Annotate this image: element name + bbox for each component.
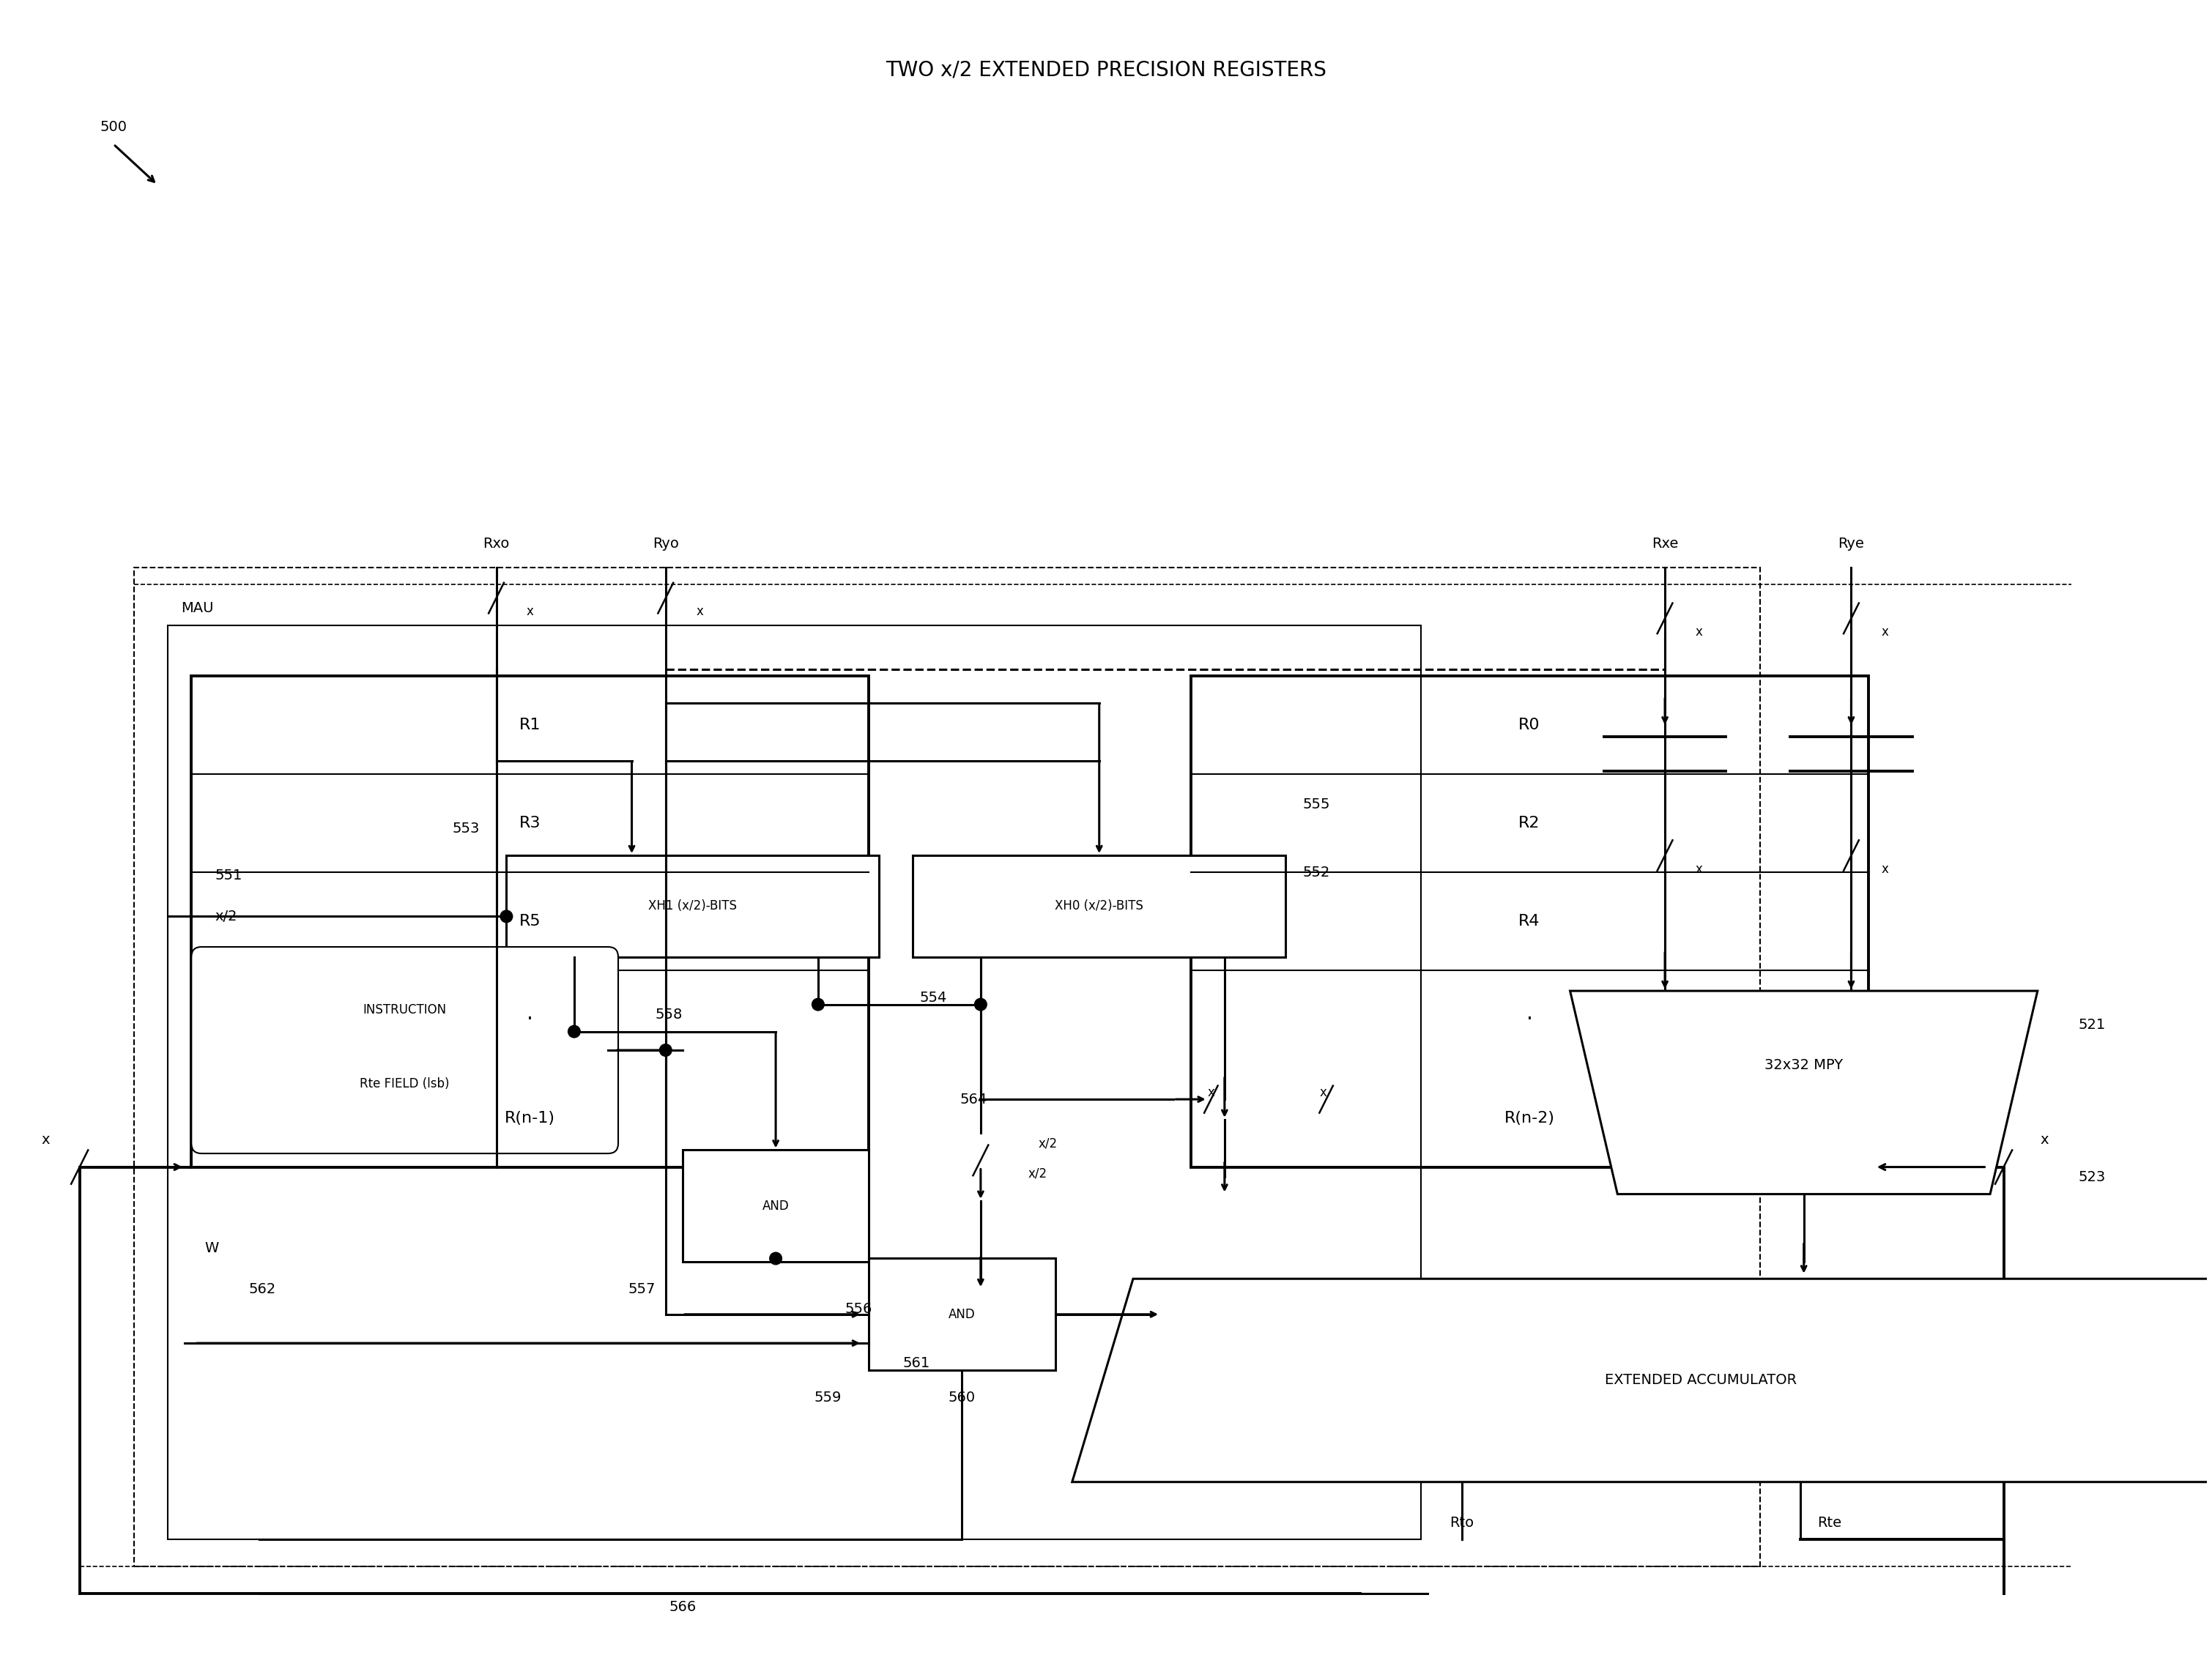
- Text: 552: 552: [1303, 865, 1329, 879]
- Text: x/2: x/2: [1029, 1167, 1046, 1181]
- Text: R0: R0: [1520, 718, 1540, 733]
- Text: AND: AND: [763, 1199, 790, 1212]
- Text: R2: R2: [1520, 817, 1540, 830]
- Text: Rte FIELD (lsb): Rte FIELD (lsb): [361, 1077, 449, 1090]
- Text: 500: 500: [100, 121, 126, 134]
- Text: Ryo: Ryo: [653, 537, 679, 550]
- Text: x: x: [1882, 626, 1889, 639]
- Text: Rxo: Rxo: [482, 537, 509, 550]
- Bar: [168, 626, 1420, 1539]
- Text: 559: 559: [814, 1390, 843, 1404]
- Text: x: x: [526, 605, 533, 619]
- Text: x/2: x/2: [1037, 1137, 1057, 1150]
- Text: 551: 551: [215, 869, 243, 882]
- Circle shape: [659, 1045, 672, 1057]
- Text: x: x: [1318, 1087, 1327, 1098]
- Text: R(n-2): R(n-2): [1504, 1110, 1555, 1125]
- Text: x: x: [1882, 862, 1889, 875]
- Text: 566: 566: [668, 1600, 697, 1615]
- Text: Rye: Rye: [1838, 537, 1865, 550]
- Polygon shape: [1073, 1280, 2212, 1482]
- Text: XH1 (x/2)-BITS: XH1 (x/2)-BITS: [648, 899, 737, 912]
- Text: R3: R3: [520, 817, 542, 830]
- Bar: [192, 676, 869, 1167]
- Text: x: x: [1694, 862, 1703, 875]
- Text: x: x: [2039, 1134, 2048, 1147]
- Text: AND: AND: [949, 1308, 975, 1321]
- Text: TWO x/2 EXTENDED PRECISION REGISTERS: TWO x/2 EXTENDED PRECISION REGISTERS: [885, 59, 1327, 80]
- Bar: [684, 1150, 869, 1261]
- Text: 558: 558: [655, 1008, 684, 1021]
- Bar: [507, 855, 878, 958]
- Text: MAU: MAU: [181, 602, 215, 615]
- Text: 556: 556: [845, 1303, 872, 1316]
- Text: Rte: Rte: [1818, 1516, 1843, 1529]
- Text: x/2: x/2: [215, 909, 237, 924]
- Text: 560: 560: [949, 1390, 975, 1404]
- Circle shape: [500, 911, 513, 922]
- Text: 564: 564: [960, 1092, 987, 1107]
- Text: R(n-1): R(n-1): [504, 1110, 555, 1125]
- Text: R1: R1: [520, 718, 542, 733]
- Circle shape: [975, 998, 987, 1011]
- Circle shape: [568, 1025, 580, 1038]
- Circle shape: [770, 1253, 781, 1264]
- Text: 562: 562: [250, 1281, 276, 1296]
- Text: x: x: [697, 605, 703, 619]
- Text: XH0 (x/2)-BITS: XH0 (x/2)-BITS: [1055, 899, 1144, 912]
- Polygon shape: [1571, 991, 2037, 1194]
- Bar: [869, 1258, 1055, 1370]
- Text: 557: 557: [628, 1281, 655, 1296]
- Text: x: x: [42, 1134, 51, 1147]
- Bar: [1190, 676, 1869, 1167]
- FancyBboxPatch shape: [192, 948, 617, 1154]
- Text: ·: ·: [526, 1010, 533, 1030]
- Text: INSTRUCTION: INSTRUCTION: [363, 1003, 447, 1016]
- Text: R5: R5: [520, 914, 542, 929]
- Text: Rxe: Rxe: [1652, 537, 1679, 550]
- Text: 521: 521: [2079, 1018, 2106, 1031]
- Bar: [133, 567, 1761, 1566]
- Text: W: W: [206, 1241, 219, 1256]
- Text: 553: 553: [451, 822, 480, 835]
- Text: 555: 555: [1303, 798, 1329, 812]
- Bar: [914, 855, 1285, 958]
- Text: ·: ·: [1526, 1010, 1533, 1030]
- Text: 523: 523: [2079, 1171, 2106, 1184]
- Text: x: x: [1208, 1087, 1214, 1098]
- Text: EXTENDED ACCUMULATOR: EXTENDED ACCUMULATOR: [1604, 1373, 1796, 1387]
- Text: x: x: [1694, 626, 1703, 639]
- Text: Rto: Rto: [1449, 1516, 1473, 1529]
- Text: 554: 554: [920, 991, 947, 1005]
- Text: 32x32 MPY: 32x32 MPY: [1765, 1058, 1843, 1072]
- Circle shape: [812, 998, 825, 1011]
- Text: R4: R4: [1520, 914, 1540, 929]
- Text: 561: 561: [902, 1357, 929, 1370]
